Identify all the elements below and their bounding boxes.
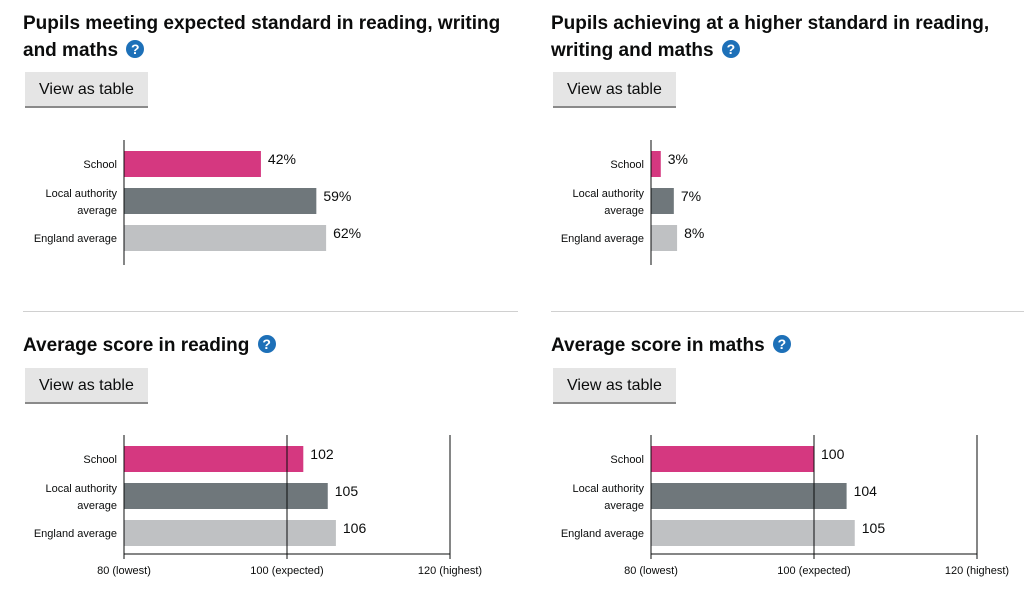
bar [124,483,328,509]
tick-label: 80 (lowest) [624,565,678,577]
data-label: 100 [821,446,845,462]
chart-title-line: Average score in maths [551,335,765,356]
category-label: Local authority [572,188,644,200]
bar [651,151,661,177]
chart-expected-standard: 42% School 59% Local authority average 62% Eng… [34,140,361,265]
panel-maths-score: Average score in maths ? [551,332,1024,359]
category-label: School [83,159,117,171]
bar [124,520,336,546]
view-as-table-button[interactable]: View as table [25,72,148,108]
chart-higher-standard: 3% School 7% Local authority average 8% Englan… [561,140,704,265]
help-icon[interactable]: ? [772,335,791,353]
view-as-table-button[interactable]: View as table [553,368,676,404]
data-label: 3% [668,151,688,167]
help-icon[interactable]: ? [721,40,740,58]
chart-title: Pupils meeting expected standard in read… [23,10,513,64]
bar [124,188,317,214]
category-label: Local authority [45,483,117,495]
help-icon[interactable]: ? [126,40,145,58]
data-label: 104 [854,483,878,499]
category-label: average [77,500,117,512]
data-label: 42% [268,151,296,167]
chart-reading-score: 102 School 105 Local authority average 106 Eng… [34,435,482,577]
chart-title: Average score in maths ? [551,332,1024,359]
tick-label: 120 (highest) [945,565,1009,577]
panel-reading-score: Average score in reading ? [23,332,513,359]
category-label: average [77,205,117,217]
category-label: England average [34,233,117,245]
bar [124,446,304,472]
view-as-table-button[interactable]: View as table [25,368,148,404]
panel-expected-standard: Pupils meeting expected standard in read… [23,10,513,64]
tick-label: 80 (lowest) [97,565,151,577]
category-label: School [610,159,644,171]
chart-title: Pupils achieving at a higher standard in… [551,10,1024,64]
tick-label: 120 (highest) [418,565,482,577]
category-label: average [604,205,644,217]
category-label: School [83,454,117,466]
category-label: average [604,500,644,512]
data-label: 105 [862,520,886,536]
category-label: England average [561,233,644,245]
category-label: School [610,454,644,466]
data-label: 62% [333,225,361,241]
data-label: 102 [310,446,334,462]
data-label: 105 [335,483,359,499]
chart-title: Average score in reading ? [23,332,513,359]
panel-higher-standard: Pupils achieving at a higher standard in… [551,10,1024,64]
divider [551,311,1024,312]
view-as-table-button[interactable]: View as table [553,72,676,108]
chart-maths-score: 100 School 104 Local authority average 105 Eng… [561,435,1009,577]
bar [651,520,855,546]
help-icon[interactable]: ? [257,335,276,353]
tick-label: 100 (expected) [250,565,323,577]
bar [124,225,327,251]
divider [23,311,518,312]
category-label: England average [561,528,644,540]
chart-title-line: Average score in reading [23,335,250,356]
data-label: 59% [323,188,351,204]
chart-title-line: and maths [23,40,119,61]
chart-title-line: Pupils meeting expected standard in read… [23,13,501,34]
tick-label: 100 (expected) [777,565,850,577]
category-label: England average [34,528,117,540]
bar [124,151,261,177]
category-label: Local authority [572,483,644,495]
bar [651,188,674,214]
data-label: 7% [681,188,701,204]
data-label: 8% [684,225,704,241]
data-label: 106 [343,520,367,536]
bar [651,483,847,509]
category-label: Local authority [45,188,117,200]
bar [651,446,814,472]
chart-title-line: writing and maths [551,40,714,61]
bar [651,225,678,251]
chart-title-line: Pupils achieving at a higher standard in… [551,13,990,34]
